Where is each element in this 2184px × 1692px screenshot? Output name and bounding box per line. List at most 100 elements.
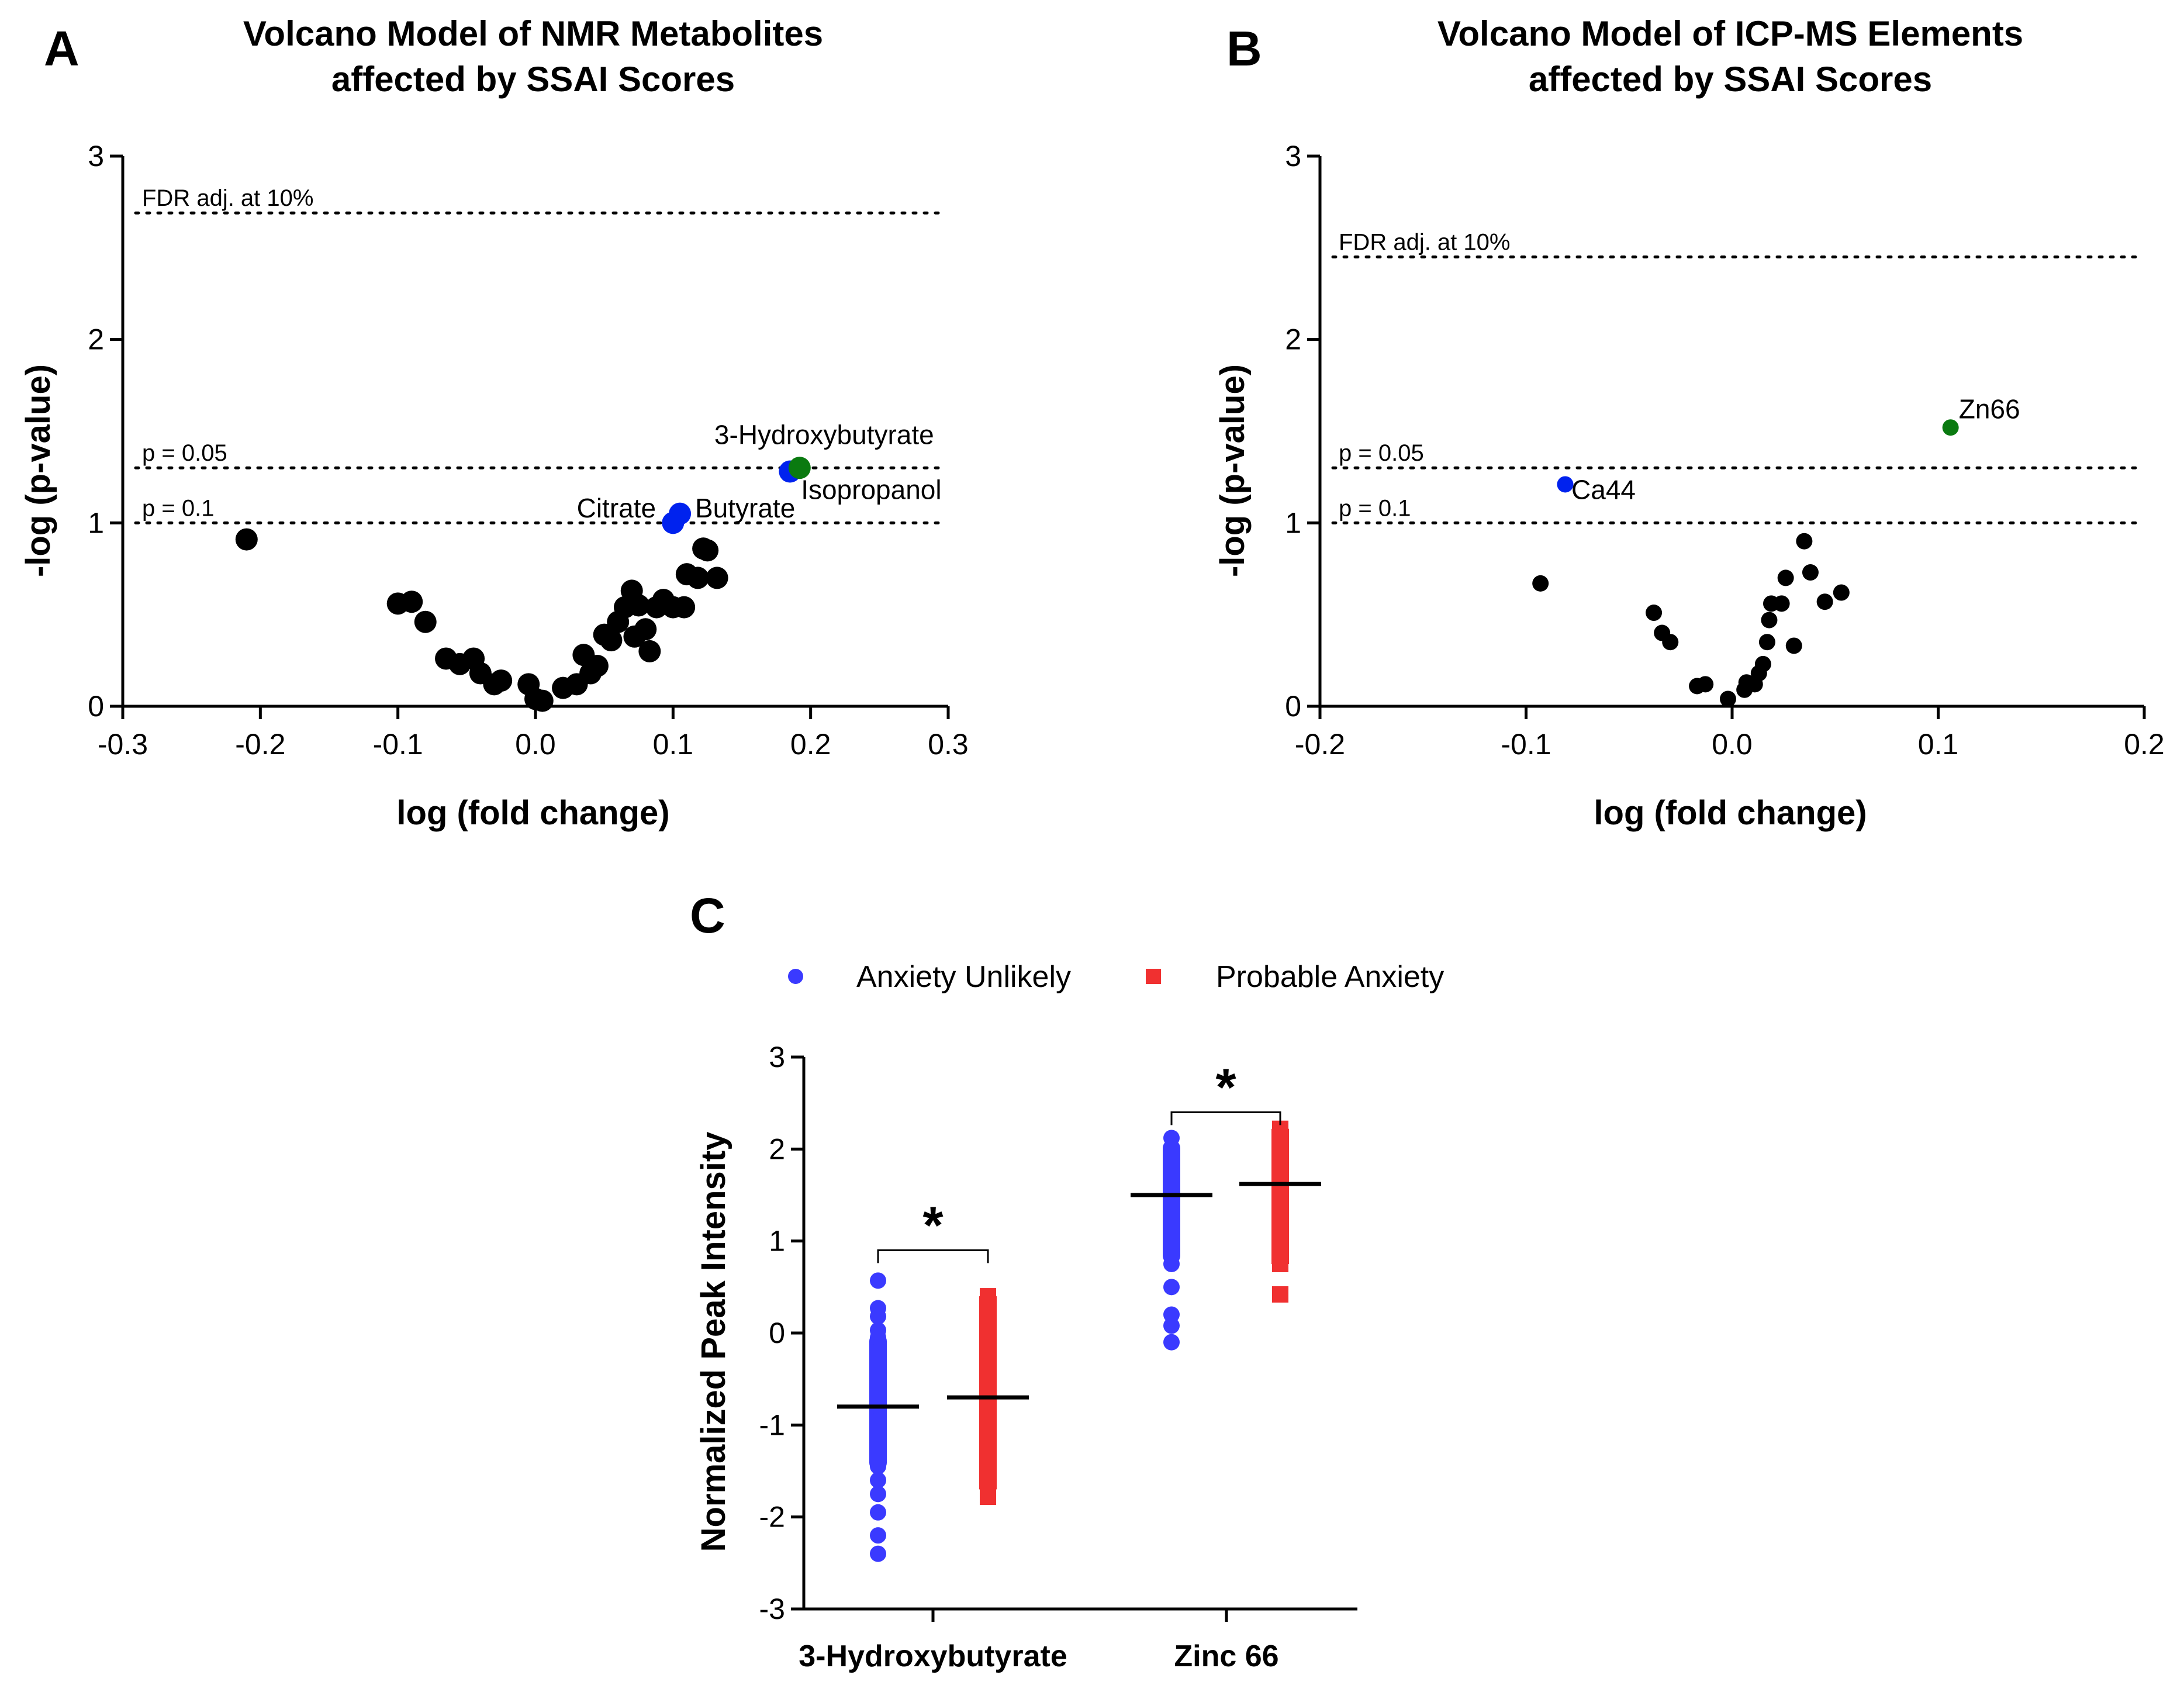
panel-a-data-point <box>414 610 437 633</box>
panel-a-x-tick-label: 0.1 <box>653 728 694 761</box>
panel-a-data-point <box>788 457 811 479</box>
panel-b-data-point <box>1662 634 1679 651</box>
panel-c-data-point <box>1163 1317 1180 1334</box>
panel-c-data-point <box>870 1272 886 1289</box>
panel-c-data-point <box>870 1545 886 1562</box>
panel-a-x-tick-label: -0.1 <box>373 728 423 761</box>
panel-a: A Volcano Model of NMR Metabolites affec… <box>19 14 969 832</box>
panel-c-dense-marker-column <box>1163 1139 1180 1264</box>
panel-a-data-point <box>531 689 554 712</box>
panel-c-significance-star: * <box>1215 1058 1236 1117</box>
panel-b-y-tick-label: 0 <box>1285 690 1301 723</box>
panel-b-data-point <box>1697 676 1714 693</box>
panel-a-data-point <box>696 539 719 562</box>
panel-b-data-point <box>1532 575 1549 592</box>
legend: Anxiety Unlikely Probable Anxiety <box>788 960 1444 994</box>
panel-a-point-label: Butyrate <box>695 493 795 523</box>
panel-b-point-label: Zn66 <box>1959 394 2020 424</box>
panel-c-y-tick-label: -1 <box>759 1408 785 1441</box>
panel-c-data-point <box>870 1329 886 1346</box>
panel-b-data-point <box>1557 476 1574 493</box>
panel-b-y-tick-label: 1 <box>1285 506 1301 539</box>
panel-a-y-axis-label: -log (p-value) <box>19 364 57 577</box>
panel-b-y-tick-label: 2 <box>1285 323 1301 356</box>
panel-c-significance-bracket <box>877 1249 989 1263</box>
panel-b-title-line-2: affected by SSAI Scores <box>1529 60 1932 99</box>
panel-c-data-point <box>870 1458 886 1475</box>
panel-b-x-tick-label: -0.1 <box>1501 728 1551 761</box>
panel-b-threshold-label: FDR adj. at 10% <box>1339 230 1510 255</box>
panel-b-data-point <box>1758 634 1775 651</box>
panel-c-y-tick-label: 2 <box>769 1132 785 1165</box>
panel-c-significance-bracket <box>1170 1111 1281 1125</box>
panel-c-data-point <box>870 1343 886 1360</box>
panel-letter-b: B <box>1226 21 1262 76</box>
panel-b-data-point <box>1646 605 1663 621</box>
legend-label-probable-anxiety: Probable Anxiety <box>1216 960 1444 994</box>
panel-b-data-point <box>1773 595 1790 612</box>
panel-c-data-point <box>870 1412 886 1429</box>
panel-c-y-tick-label: 3 <box>769 1041 785 1073</box>
panel-b-data-point <box>1761 612 1778 629</box>
panel-b-data-point <box>1796 533 1813 550</box>
panel-b-data-point <box>1816 593 1833 610</box>
panel-b: B Volcano Model of ICP-MS Elements affec… <box>1214 14 2165 832</box>
panel-c-data-point <box>980 1489 996 1505</box>
panel-c-plot-area: -3 -2 -1 0 1 2 3 * * <box>759 1041 1357 1625</box>
panel-c-data-point <box>1272 1286 1288 1303</box>
panel-c: C Anxiety Unlikely Probable Anxiety Norm… <box>690 888 1444 1673</box>
panel-a-y-tick-label: 2 <box>88 323 104 356</box>
panel-c-data-point <box>870 1375 886 1392</box>
panel-c-data-point <box>870 1472 886 1489</box>
panel-a-title-line-2: affected by SSAI Scores <box>331 60 735 99</box>
panel-c-y-axis-label: Normalized Peak Intensity <box>694 1132 732 1552</box>
panel-b-x-axis-label: log (fold change) <box>1594 794 1867 832</box>
panel-a-threshold-label: FDR adj. at 10% <box>142 185 313 211</box>
panel-a-data-point <box>706 567 728 589</box>
panel-b-data-point <box>1785 637 1802 654</box>
panel-a-y-tick-label: 3 <box>88 140 104 172</box>
panel-a-data-point <box>686 567 709 589</box>
panel-c-data-point <box>870 1308 886 1325</box>
panel-a-threshold-label: p = 0.05 <box>142 440 227 466</box>
panel-a-data-point <box>490 669 513 692</box>
panel-c-data-point <box>980 1352 996 1369</box>
panel-b-title-line-1: Volcano Model of ICP-MS Elements <box>1437 14 2023 53</box>
panel-letter-a: A <box>44 21 80 76</box>
panel-c-y-tick-label: -3 <box>759 1593 785 1625</box>
panel-a-threshold-label: p = 0.1 <box>142 495 214 521</box>
panel-a-data-point <box>669 502 692 525</box>
panel-a-point-label: Citrate <box>577 493 656 523</box>
panel-a-data-point <box>627 594 650 617</box>
panel-c-data-point <box>870 1486 886 1503</box>
panel-c-data-point <box>1163 1334 1180 1351</box>
panel-c-category-label-zinc: Zinc 66 <box>1174 1639 1278 1673</box>
legend-marker-anxiety-unlikely <box>788 969 803 984</box>
panel-b-threshold-label: p = 0.1 <box>1339 495 1411 521</box>
panel-c-data-point <box>870 1357 886 1374</box>
panel-c-data-point <box>870 1444 886 1461</box>
panel-b-x-tick-label: 0.2 <box>2124 728 2165 761</box>
panel-a-title-line-1: Volcano Model of NMR Metabolites <box>243 14 823 53</box>
panel-c-y-tick-label: 0 <box>769 1317 785 1349</box>
panel-b-point-label: Ca44 <box>1571 475 1636 505</box>
panel-c-data-point <box>980 1288 996 1305</box>
panel-c-significance-star: * <box>922 1196 943 1255</box>
legend-label-anxiety-unlikely: Anxiety Unlikely <box>856 960 1071 994</box>
panel-a-point-label: Isopropanol <box>801 475 941 505</box>
panel-b-x-tick-label: -0.2 <box>1295 728 1345 761</box>
panel-a-x-tick-label: 0.3 <box>928 728 969 761</box>
panel-a-data-point <box>634 618 657 641</box>
panel-a-y-tick-label: 1 <box>88 506 104 539</box>
panel-c-data-point <box>870 1426 886 1443</box>
panel-b-x-tick-label: 0.1 <box>1918 728 1959 761</box>
legend-marker-probable-anxiety <box>1146 969 1161 984</box>
panel-a-data-point <box>673 596 696 619</box>
panel-c-data-point <box>1272 1256 1288 1272</box>
panel-b-data-point <box>1833 584 1850 601</box>
panel-c-data-point <box>1163 1130 1180 1147</box>
panel-a-data-point <box>586 654 609 677</box>
panel-c-dense-marker-column <box>1271 1128 1289 1264</box>
panel-c-data-point <box>870 1504 886 1521</box>
